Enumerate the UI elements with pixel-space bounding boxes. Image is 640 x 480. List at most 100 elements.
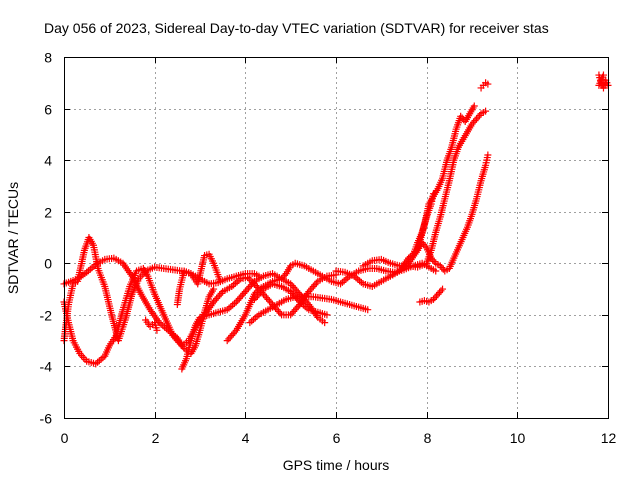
data-point xyxy=(287,280,295,288)
series-track-h xyxy=(246,293,372,327)
data-point xyxy=(294,296,302,304)
x-tick-label: 4 xyxy=(242,430,250,446)
series-track-d xyxy=(173,250,224,309)
data-point xyxy=(429,295,437,303)
data-point xyxy=(247,281,255,289)
data-point xyxy=(293,295,301,303)
data-point xyxy=(476,111,484,119)
data-point xyxy=(457,112,465,120)
data-point xyxy=(210,298,218,306)
data-point xyxy=(421,242,429,250)
data-point xyxy=(229,330,237,338)
data-point xyxy=(258,287,266,295)
data-point xyxy=(484,151,492,159)
data-point xyxy=(438,264,446,272)
data-point xyxy=(252,294,260,302)
data-point xyxy=(279,273,287,281)
data-point xyxy=(275,307,283,315)
x-tick-label: 12 xyxy=(601,430,617,446)
data-point xyxy=(470,118,478,126)
data-point xyxy=(243,286,251,294)
data-point xyxy=(431,294,439,302)
data-point xyxy=(309,282,317,290)
data-point xyxy=(288,309,296,317)
x-tick-label: 0 xyxy=(61,430,69,446)
data-point xyxy=(321,319,329,327)
data-point xyxy=(293,287,301,295)
data-point xyxy=(429,256,437,264)
data-point xyxy=(216,291,224,299)
data-point xyxy=(482,107,490,115)
series-track-m xyxy=(416,285,447,306)
data-point xyxy=(245,275,253,283)
data-point xyxy=(264,295,272,303)
data-point xyxy=(436,289,444,297)
data-point xyxy=(439,285,447,293)
data-point xyxy=(228,331,236,339)
y-tick-label: 0 xyxy=(44,256,52,272)
data-point xyxy=(253,292,261,300)
data-series xyxy=(60,71,612,373)
data-point xyxy=(262,294,270,302)
y-tick-label: -6 xyxy=(40,411,53,427)
data-point xyxy=(323,311,331,319)
series-track-p xyxy=(595,71,612,92)
y-tick-label: -4 xyxy=(40,359,53,375)
data-point xyxy=(234,296,242,304)
data-point xyxy=(244,273,252,281)
data-point xyxy=(468,120,476,128)
data-point xyxy=(436,262,444,270)
x-axis-label: GPS time / hours xyxy=(283,457,390,473)
data-point xyxy=(217,289,225,297)
series-track-g xyxy=(250,280,331,319)
data-point xyxy=(240,289,248,297)
chart-title: Day 056 of 2023, Sidereal Day-to-day VTE… xyxy=(44,20,549,36)
data-point xyxy=(302,297,310,305)
data-point xyxy=(299,294,307,302)
data-point xyxy=(266,297,274,305)
data-point xyxy=(211,296,219,304)
x-tick-label: 6 xyxy=(333,430,341,446)
data-point xyxy=(420,240,428,248)
data-point xyxy=(290,307,298,315)
x-tick-label: 2 xyxy=(152,430,160,446)
data-point xyxy=(306,286,314,294)
data-point xyxy=(430,258,438,266)
data-point xyxy=(244,284,252,292)
data-point xyxy=(473,115,481,123)
data-point xyxy=(471,117,479,125)
data-point xyxy=(241,288,249,296)
y-tick-label: 8 xyxy=(44,50,52,66)
data-point xyxy=(281,271,289,279)
data-point xyxy=(210,285,218,293)
data-point xyxy=(288,289,296,297)
x-tick-label: 10 xyxy=(510,430,526,446)
data-point xyxy=(470,102,478,110)
data-point xyxy=(249,279,257,287)
data-point xyxy=(427,254,435,262)
plot-frame xyxy=(64,57,609,419)
axis-ticks: 0 2 4 6 8 10 12 -6 -4 -2 0 2 4 6 8 xyxy=(40,50,617,447)
data-point xyxy=(484,80,492,88)
data-point xyxy=(278,275,286,283)
data-point xyxy=(288,282,296,290)
series-track-o xyxy=(477,79,492,92)
data-point xyxy=(231,328,239,336)
grid-lines xyxy=(64,57,608,418)
data-point xyxy=(250,295,258,303)
data-point xyxy=(216,277,224,285)
data-point xyxy=(256,289,264,297)
data-point xyxy=(311,281,319,289)
y-tick-label: 2 xyxy=(44,205,52,221)
series-track-e xyxy=(178,270,329,373)
data-point xyxy=(255,290,263,298)
data-point xyxy=(297,292,305,300)
data-point xyxy=(308,284,316,292)
data-point xyxy=(291,306,299,314)
y-tick-label: 4 xyxy=(44,153,52,169)
y-axis-label: SDTVAR / TECUs xyxy=(5,182,21,294)
data-point xyxy=(364,306,372,314)
data-point xyxy=(237,293,245,301)
